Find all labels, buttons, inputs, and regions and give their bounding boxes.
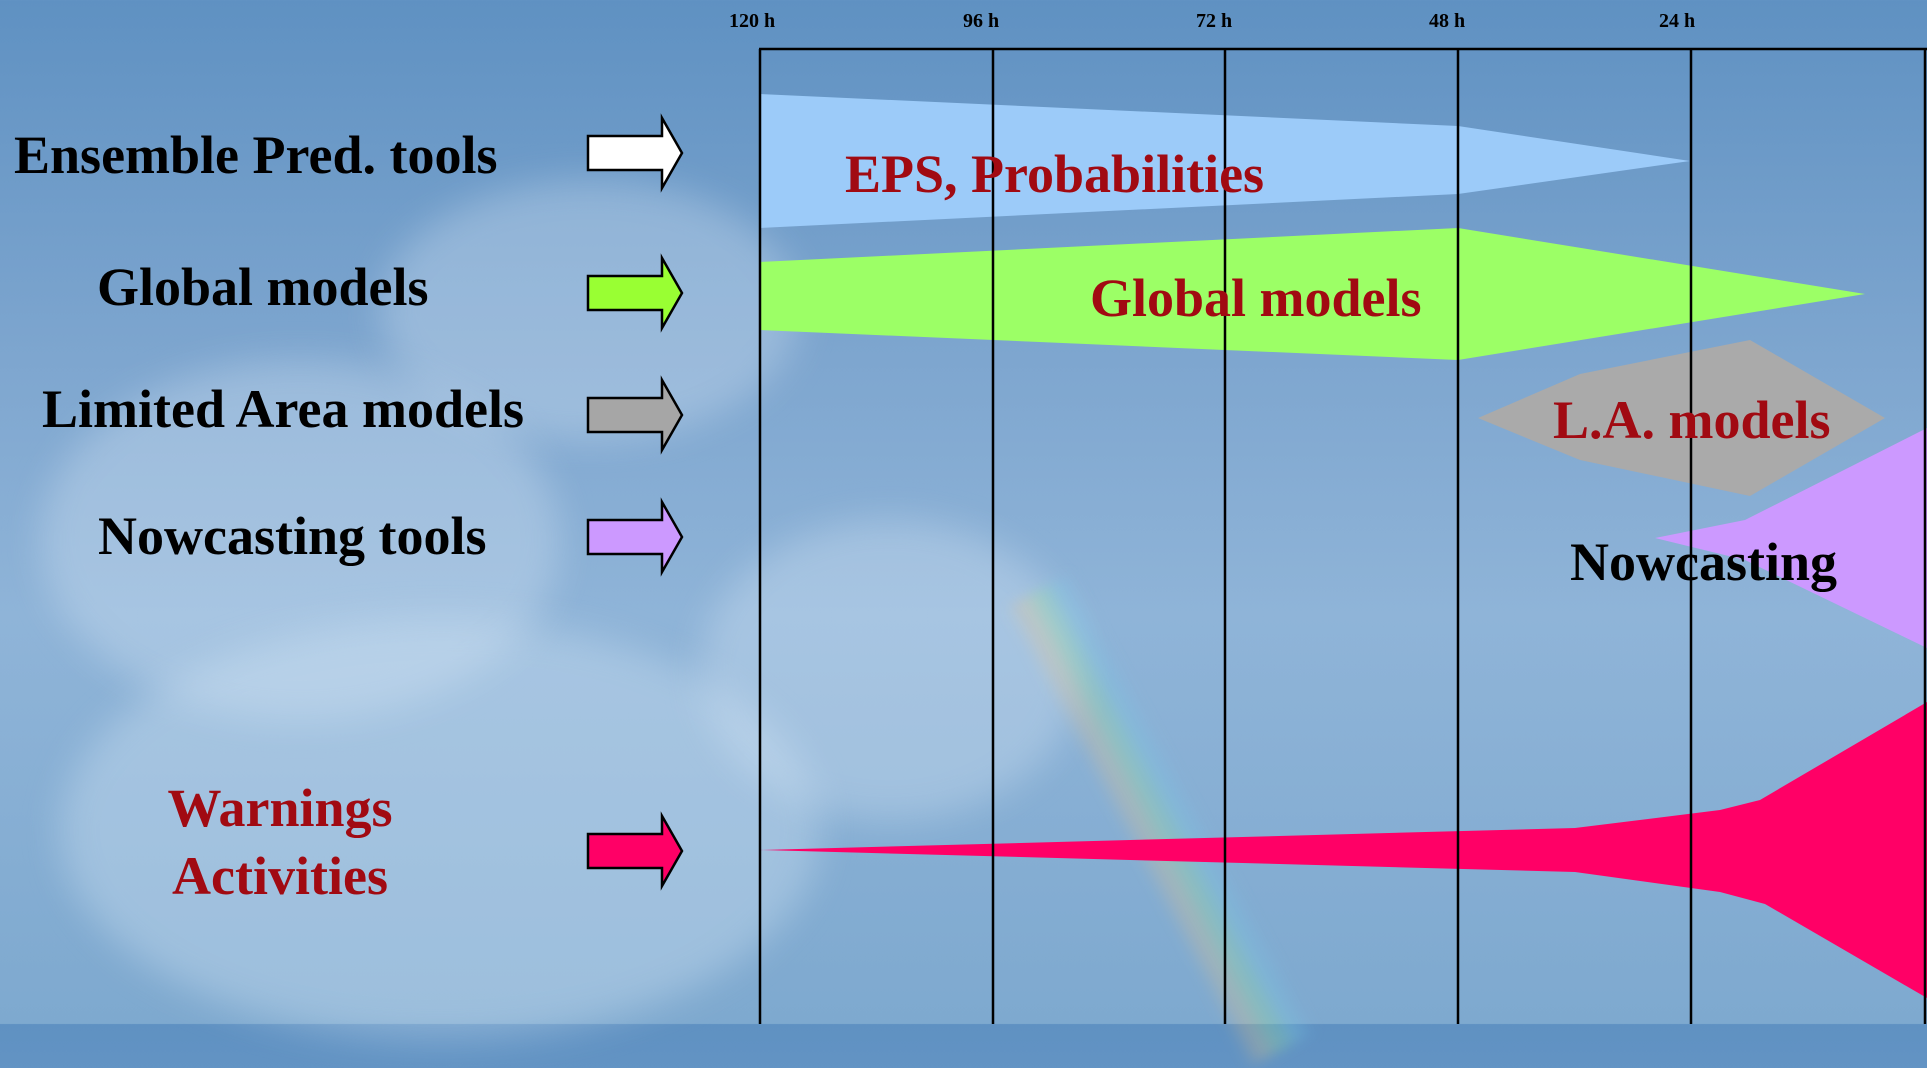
cloud-decoration [60, 620, 820, 1040]
tick-label-96h: 96 h [963, 10, 999, 32]
arrow-warnings-icon [586, 811, 684, 891]
band-warnings [760, 702, 1927, 998]
arrow-global-icon [586, 253, 684, 333]
tick-label-120h: 120 h [729, 10, 775, 32]
band-label-lam: L.A. models [1553, 390, 1831, 450]
tick-label-48h: 48 h [1429, 10, 1465, 32]
cloud-decoration [700, 520, 1080, 820]
band-label-global: Global models [1090, 268, 1422, 328]
band-nowcasting [1655, 428, 1927, 648]
cloud-decoration [40, 360, 560, 720]
band-lam [1478, 340, 1885, 496]
label-ensemble: Ensemble Pred. tools [14, 125, 498, 185]
label-nowcasting: Nowcasting tools [98, 506, 487, 566]
label-warnings: Warnings Activities [140, 774, 420, 910]
label-warnings-line1: Warnings [167, 778, 393, 838]
arrow-lam-icon [586, 375, 684, 455]
forecast-range-diagram: 120 h 96 h 72 h 48 h 24 h EPS, Probabili… [586, 10, 1927, 1024]
tick-label-24h: 24 h [1659, 10, 1695, 32]
label-global: Global models [97, 257, 429, 317]
arrow-ensemble-icon [586, 113, 684, 193]
label-warnings-line2: Activities [172, 846, 388, 906]
band-label-eps: EPS, Probabilities [845, 144, 1264, 204]
tick-label-72h: 72 h [1196, 10, 1232, 32]
band-label-nowcasting: Nowcasting [1570, 532, 1837, 592]
label-lam: Limited Area models [42, 379, 524, 439]
band-global [760, 228, 1865, 360]
arrow-nowcasting-icon [586, 497, 684, 577]
